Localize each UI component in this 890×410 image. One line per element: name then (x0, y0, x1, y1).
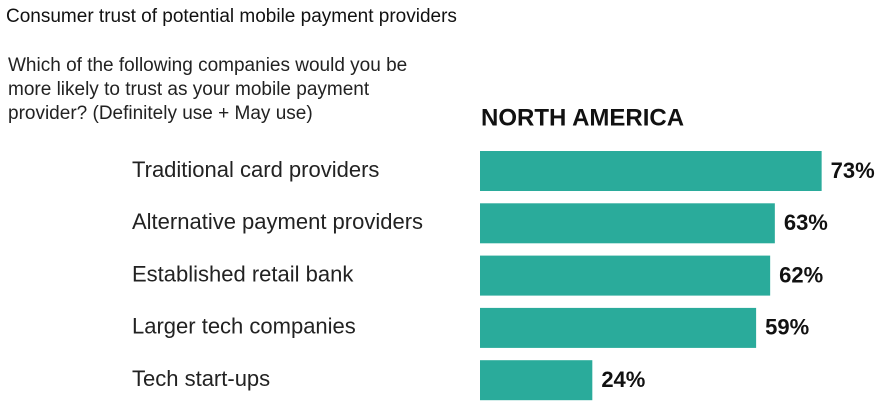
bar (480, 360, 593, 401)
panel-title: NORTH AMERICA (481, 104, 684, 131)
value-label: 24% (601, 367, 645, 392)
value-label: 73% (831, 158, 875, 183)
chart-subtitle: Which of the following companies would y… (8, 55, 408, 124)
category-label: Tech start-ups (132, 366, 270, 391)
value-label: 62% (779, 262, 823, 287)
chart-title: Consumer trust of potential mobile payme… (6, 6, 457, 27)
bar (480, 151, 822, 191)
bar (480, 203, 775, 244)
bar (480, 255, 771, 296)
bar (480, 307, 757, 348)
category-label: Established retail bank (132, 261, 354, 286)
category-label: Alternative payment providers (132, 209, 423, 234)
category-label: Larger tech companies (132, 314, 356, 339)
category-label: Traditional card providers (132, 157, 379, 182)
value-label: 59% (765, 315, 809, 340)
value-label: 63% (784, 210, 828, 235)
